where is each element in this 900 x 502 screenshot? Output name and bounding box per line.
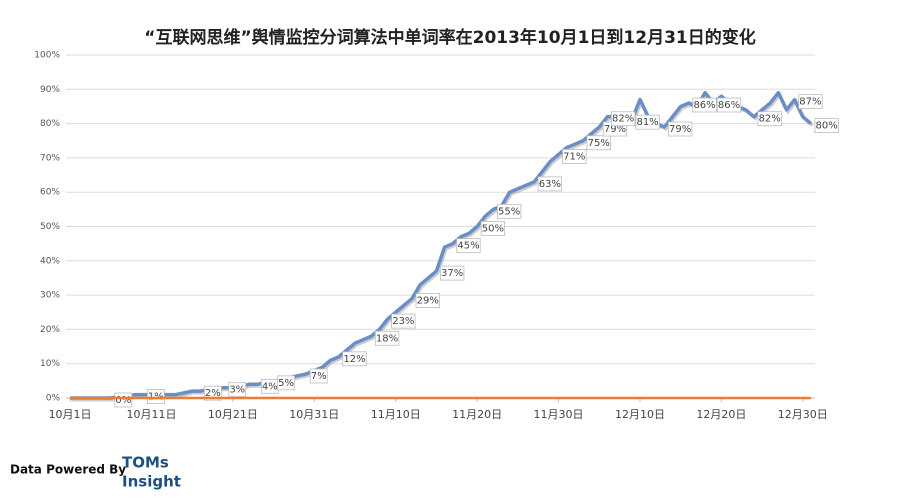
data-label-box	[228, 382, 247, 398]
data-label: 37%	[441, 268, 463, 279]
data-label-box	[798, 94, 823, 109]
y-tick-label: 100%	[34, 51, 60, 61]
data-label-box	[716, 97, 742, 113]
data-label: 12%	[343, 354, 365, 365]
y-tick-label: 20%	[40, 325, 60, 335]
data-label: 79%	[604, 124, 626, 135]
chart-title: “互联网思维”舆情监控分词算法中单词率在2013年10月1日到12月31日的变化	[144, 27, 755, 48]
data-label: 86%	[718, 100, 740, 111]
data-label: 87%	[799, 97, 821, 108]
data-label-box	[456, 238, 481, 254]
data-label: 0%	[115, 395, 131, 406]
brand-line: TOMs	[122, 454, 169, 472]
data-label: 7%	[311, 371, 327, 382]
data-label-box	[114, 392, 133, 408]
x-tick-label: 10月31日	[289, 408, 339, 421]
data-label-box	[342, 351, 367, 367]
y-tick-label: 60%	[40, 188, 60, 198]
data-label-box	[537, 176, 563, 192]
y-tick-label: 50%	[40, 222, 60, 232]
data-label: 2%	[205, 388, 221, 399]
data-label-box	[480, 221, 506, 236]
data-label-box	[374, 330, 400, 346]
data-label: 18%	[376, 333, 398, 344]
data-label: 81%	[636, 117, 658, 128]
y-tick-label: 30%	[40, 291, 60, 301]
y-tick-label: 40%	[40, 256, 60, 266]
data-label: 82%	[612, 114, 634, 125]
y-tick-label: 80%	[40, 119, 60, 129]
x-tick-label: 12月30日	[778, 408, 828, 421]
x-tick-label: 11月30日	[534, 408, 584, 421]
x-tick-label: 11月10日	[371, 408, 421, 421]
data-label-box	[203, 385, 222, 401]
y-tick-label: 0%	[46, 394, 61, 404]
data-label-box	[277, 375, 296, 391]
data-label-box	[415, 293, 440, 308]
data-label-box	[814, 118, 839, 133]
data-label: 29%	[417, 296, 439, 307]
data-label-box	[610, 111, 636, 127]
data-label: 50%	[482, 224, 504, 235]
y-tick-label: 10%	[40, 359, 60, 369]
data-label-box	[440, 265, 465, 281]
data-label-box	[146, 389, 165, 404]
data-label-box	[757, 111, 782, 127]
data-label: 3%	[229, 385, 245, 396]
data-line	[70, 90, 813, 400]
data-label: 86%	[693, 100, 715, 111]
data-label-box	[667, 121, 693, 137]
x-tick-label: 12月10日	[615, 408, 665, 421]
data-label-box	[309, 368, 328, 384]
data-label: 23%	[392, 316, 414, 327]
data-label: 55%	[498, 206, 520, 217]
y-tick-label: 90%	[40, 85, 60, 95]
data-label-box	[692, 97, 717, 113]
data-label-box	[497, 203, 522, 219]
x-tick-label: 10月11日	[126, 408, 176, 421]
line-shadow	[71, 91, 814, 402]
data-label: 71%	[563, 151, 585, 162]
data-label: 80%	[816, 121, 838, 132]
data-label-box	[391, 313, 416, 329]
data-label-box	[562, 149, 587, 164]
data-label: 82%	[759, 114, 781, 125]
footer-credit: Data Powered By	[10, 463, 126, 477]
data-label: 45%	[457, 241, 479, 252]
data-label: 79%	[669, 124, 691, 135]
x-tick-label: 11月20日	[452, 408, 502, 421]
data-label: 5%	[278, 378, 294, 389]
x-tick-label: 12月20日	[696, 408, 746, 421]
x-tick-label: 10月1日	[49, 408, 92, 421]
data-label: 75%	[588, 138, 610, 149]
brand-line: Insight	[122, 473, 181, 491]
data-label-box	[586, 135, 611, 151]
x-tick-label: 10月21日	[208, 408, 258, 421]
data-label: 63%	[539, 179, 561, 190]
data-label: 4%	[262, 381, 278, 392]
y-tick-label: 70%	[40, 153, 60, 163]
data-label-box	[635, 114, 660, 130]
